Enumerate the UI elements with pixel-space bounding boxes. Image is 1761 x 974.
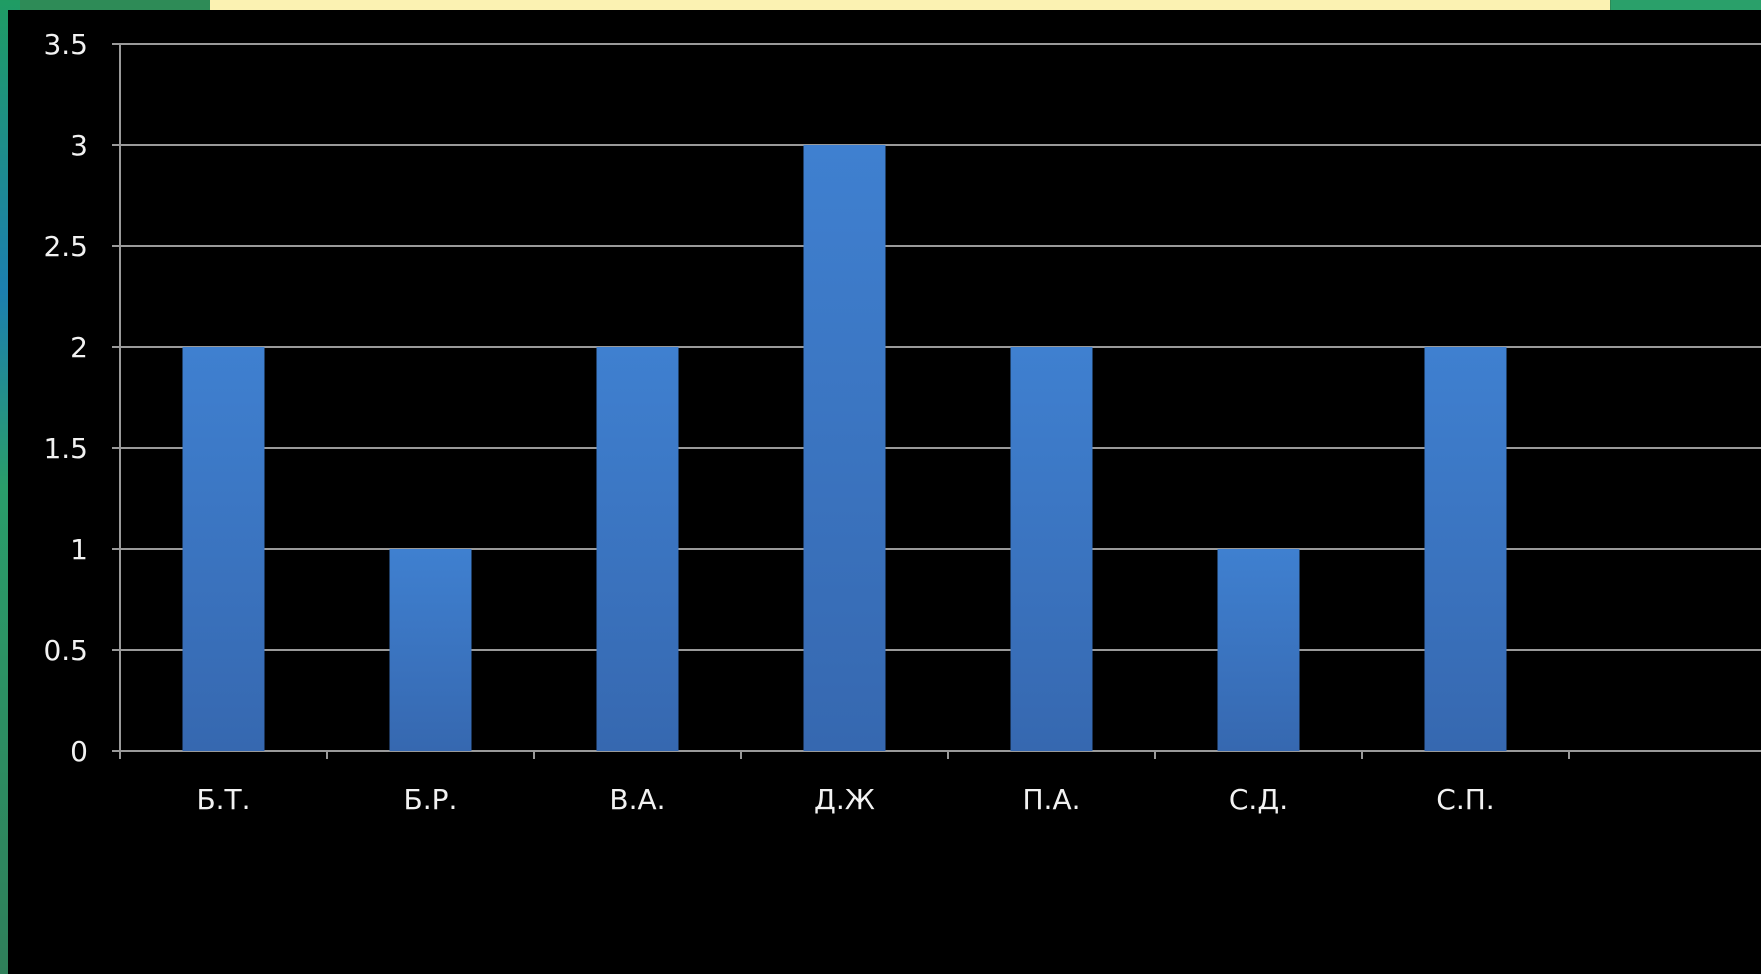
bar-7: [1424, 347, 1507, 751]
bar-4: [803, 145, 886, 751]
y-tick-label: 2: [70, 331, 88, 364]
x-category-label: С.Д.: [1229, 783, 1288, 816]
bar-3: [596, 347, 679, 751]
labels: 0 0.5 1 1.5 2 2.5 3 3.5 Б.Т. Б.Р. В.А. Д.Ж П.А. С.Д. С…: [43, 28, 1494, 816]
y-tick-label: 2.5: [43, 230, 88, 263]
y-tick-label: 3: [70, 129, 88, 162]
y-tick-label: 1: [70, 533, 88, 566]
bars: [182, 145, 1507, 751]
x-category-label: Б.Р.: [404, 783, 458, 816]
bar-5: [1010, 347, 1093, 751]
x-category-label: В.А.: [609, 783, 665, 816]
x-category-label: Б.Т.: [196, 783, 250, 816]
y-tick-label: 0: [70, 735, 88, 768]
bar-6: [1217, 549, 1300, 751]
title-strip: [210, 0, 1610, 10]
x-category-label: Д.Ж: [814, 783, 875, 816]
axes: [112, 43, 1761, 759]
y-tick-label: 0.5: [43, 634, 88, 667]
y-tick-label: 1.5: [43, 432, 88, 465]
bar-2: [389, 549, 472, 751]
bar-chart-svg: 0 0.5 1 1.5 2 2.5 3 3.5 Б.Т. Б.Р. В.А. Д.Ж П.А. С.Д. С…: [43, 28, 1761, 816]
x-category-label: С.П.: [1436, 783, 1494, 816]
y-tick-label: 3.5: [43, 28, 88, 61]
x-category-label: П.А.: [1022, 783, 1080, 816]
grid-lines: [120, 43, 1761, 651]
bar-1: [182, 347, 265, 751]
bar-chart: 0 0.5 1 1.5 2 2.5 3 3.5 Б.Т. Б.Р. В.А. Д.Ж П.А. С.Д. С…: [8, 10, 1761, 974]
